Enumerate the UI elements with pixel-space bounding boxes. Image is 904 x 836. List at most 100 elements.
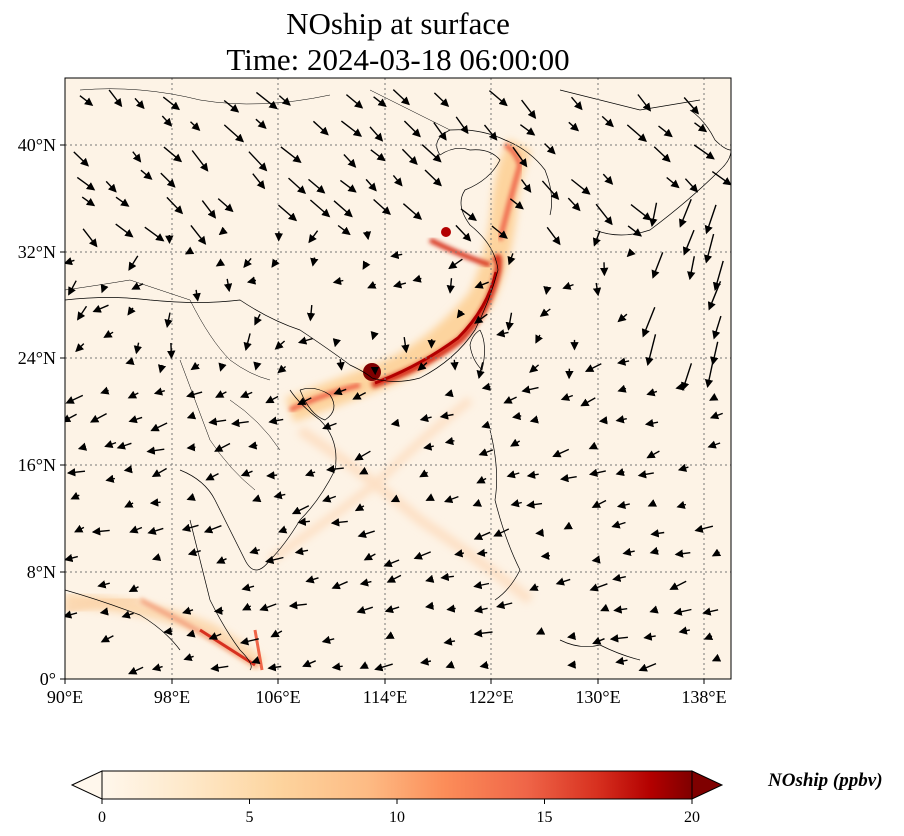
wind-arrow [367, 280, 377, 289]
wind-arrow [535, 627, 546, 635]
wind-arrow [146, 446, 165, 455]
wind-arrow [79, 95, 94, 106]
wind-arrow [474, 280, 489, 289]
wind-arrow [615, 656, 628, 666]
wind-arrow [386, 574, 402, 583]
wind-arrow [322, 494, 337, 503]
wind-arrow [521, 99, 537, 120]
wind-arrow [529, 583, 539, 591]
wind-arrow [150, 422, 168, 432]
wind-arrow [412, 274, 422, 283]
wind-arrow [563, 521, 573, 530]
wind-arrow [354, 450, 371, 461]
wind-arrow [65, 610, 78, 619]
wind-arrow [421, 144, 442, 163]
wind-arrow [339, 179, 357, 193]
wind-arrow [622, 547, 635, 557]
wind-arrow [526, 500, 543, 509]
wind-arrow [297, 397, 312, 405]
wind-arrow [544, 143, 556, 155]
wind-arrow [363, 552, 376, 561]
wind-arrow [476, 548, 488, 558]
y-axis-labels: 0° 8°N 16°N 24°N 32°N 40°N [18, 135, 56, 689]
wind-arrow [641, 306, 656, 338]
wind-arrow [210, 663, 229, 672]
wind-arrow [105, 474, 116, 483]
wind-arrow [694, 524, 714, 533]
wind-arrow [213, 606, 224, 615]
wind-arrow [270, 629, 283, 638]
wind-arrow [552, 448, 570, 458]
wind-arrow [345, 94, 364, 109]
wind-arrow [617, 357, 630, 366]
wind-arrow [384, 605, 400, 614]
wind-arrow [392, 280, 407, 289]
wind-arrow [186, 390, 203, 399]
wind-arrow [240, 468, 253, 477]
wind-arrow [223, 124, 245, 143]
wind-arrow [291, 505, 310, 515]
colorbar-min-extend [70, 770, 103, 800]
wind-arrow [259, 603, 277, 612]
wind-arrow [433, 122, 447, 141]
wind-arrow [529, 364, 540, 373]
wind-arrow [676, 500, 687, 509]
wind-arrow [446, 604, 456, 613]
wind-arrow [278, 204, 298, 222]
wind-arrow [125, 357, 135, 366]
wind-arrow [108, 89, 123, 108]
wind-arrow [710, 341, 719, 366]
wind-arrow [711, 171, 731, 186]
wind-arrow [615, 415, 627, 424]
wind-arrow [675, 382, 686, 391]
wind-arrow [97, 580, 110, 589]
wind-arrow [336, 359, 345, 371]
wind-arrow [331, 581, 348, 590]
wind-arrow [519, 124, 536, 136]
wind-arrow [646, 388, 658, 397]
wind-arrow [77, 442, 88, 451]
wind-arrow [321, 635, 335, 644]
wind-arrow [127, 390, 139, 399]
wind-arrow [540, 551, 550, 560]
y-tick-label: 24°N [18, 348, 56, 368]
wind-arrow [478, 448, 494, 457]
wind-arrow [711, 653, 722, 662]
wind-arrow [267, 663, 282, 672]
wind-arrow [249, 546, 260, 555]
wind-arrow [370, 149, 386, 162]
wind-arrow [352, 391, 367, 400]
wind-arrow [425, 493, 435, 501]
wind-arrow [268, 416, 284, 425]
wind-arrow [488, 90, 508, 107]
wind-arrow [602, 173, 614, 185]
wind-arrow [694, 122, 708, 133]
wind-arrow [104, 440, 117, 448]
wind-arrow [192, 289, 201, 302]
wind-arrow [626, 124, 647, 143]
wind-arrow [77, 305, 88, 321]
wind-arrow [448, 258, 463, 270]
wind-arrow [439, 411, 454, 420]
wind-arrow [190, 224, 207, 245]
wind-arrow [570, 178, 591, 195]
wind-arrow [144, 226, 165, 242]
wind-arrow [362, 260, 371, 270]
wind-arrow [306, 305, 316, 322]
colorbar-tick-label: 10 [389, 809, 405, 826]
graticule [65, 78, 731, 679]
wind-arrow [496, 600, 513, 610]
wind-arrow [100, 386, 110, 395]
y-tick-label: 16°N [18, 455, 56, 475]
wind-arrow [332, 338, 341, 348]
wind-arrow [546, 226, 561, 246]
wind-arrow [588, 441, 599, 450]
wind-arrow [444, 436, 455, 446]
wind-arrow [506, 470, 520, 479]
wind-arrow [297, 517, 310, 526]
wind-arrow [309, 199, 331, 218]
wind-arrow [401, 148, 418, 166]
wind-arrow [444, 389, 454, 398]
wind-arrow [679, 199, 692, 228]
wind-arrow [443, 637, 456, 646]
